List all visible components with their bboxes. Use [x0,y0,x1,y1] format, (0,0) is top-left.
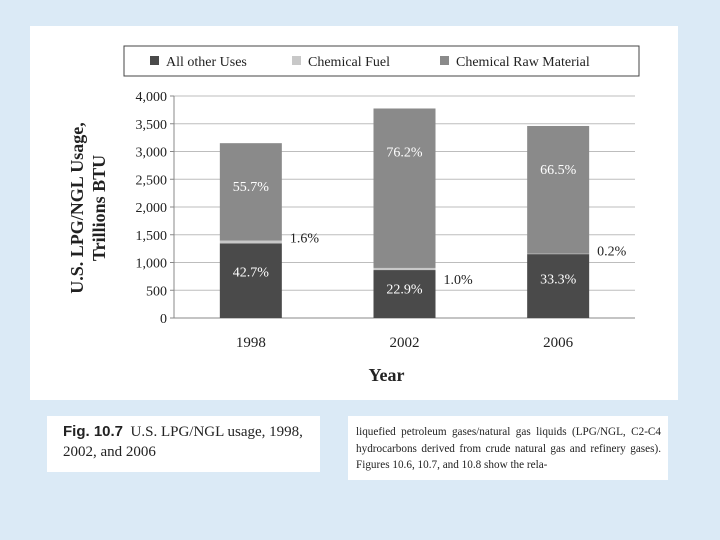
x-tick-label: 2002 [390,335,420,351]
bar-segment [219,143,282,241]
y-axis-title-line: Trillions BTU [89,155,109,261]
stacked-bar-chart: 0 500 1,000 1,500 2,000 2,500 3,000 3,500 4,000 4… [67,45,640,385]
y-tick-label: 4,000 [136,90,168,105]
y-tick-label: 2,000 [136,201,168,216]
legend-label: All other Uses [166,55,247,70]
data-label: 42.7% [233,266,270,281]
x-tick-label: 2006 [543,335,574,351]
bar-segment [373,270,436,318]
legend-swatch [150,56,159,65]
figure-caption: Fig. 10.7 U.S. LPG/NGL usage, 1998, 2002… [63,422,313,462]
figure-label: Fig. 10.7 [63,423,124,440]
bar-segment [527,253,590,255]
data-label: 22.9% [386,282,423,297]
data-label: 76.2% [386,145,423,160]
chart-panel: 0 500 1,000 1,500 2,000 2,500 3,000 3,500 4,000 4… [30,26,678,400]
bar-segment [373,267,436,271]
y-tick-label: 0 [160,312,167,327]
legend-label: Chemical Fuel [308,55,390,70]
data-label: 1.6% [290,232,320,247]
x-axis-title: Year [369,365,405,385]
bar-segment [219,243,282,318]
body-text: liquefied petroleum gases/natural gas li… [356,426,661,471]
figure-caption-panel: Fig. 10.7 U.S. LPG/NGL usage, 1998, 2002… [47,416,320,472]
y-tick-label: 2,500 [136,173,168,188]
y-tick-label: 1,500 [136,229,168,244]
legend-swatch [440,56,449,65]
bar-segment [373,108,436,268]
legend-label: Chemical Raw Material [456,55,590,70]
y-tick-label: 3,500 [136,118,168,133]
y-tick-label: 1,000 [136,257,168,272]
data-label: 33.3% [540,272,577,287]
y-axis-title-line: U.S. LPG/NGL Usage, [67,122,87,294]
bar-segment [527,254,590,318]
y-tick-label: 500 [146,284,167,299]
data-label: 1.0% [444,273,474,288]
data-label: 55.7% [233,180,270,195]
legend-box [123,45,640,77]
bar-segment [219,240,282,244]
bar-segment [527,125,590,254]
body-text-panel: liquefied petroleum gases/natural gas li… [348,416,668,480]
figure-caption-text: U.S. LPG/NGL usage, 1998, 2002, and 2006 [63,424,303,460]
y-tick-label: 3,000 [136,146,168,161]
y-axis-title: U.S. LPG/NGL Usage, Trillions BTU [67,122,109,294]
data-label: 66.5% [540,163,577,178]
x-tick-label: 1998 [236,335,266,351]
legend-swatch [292,56,301,65]
data-label: 0.2% [597,245,627,260]
